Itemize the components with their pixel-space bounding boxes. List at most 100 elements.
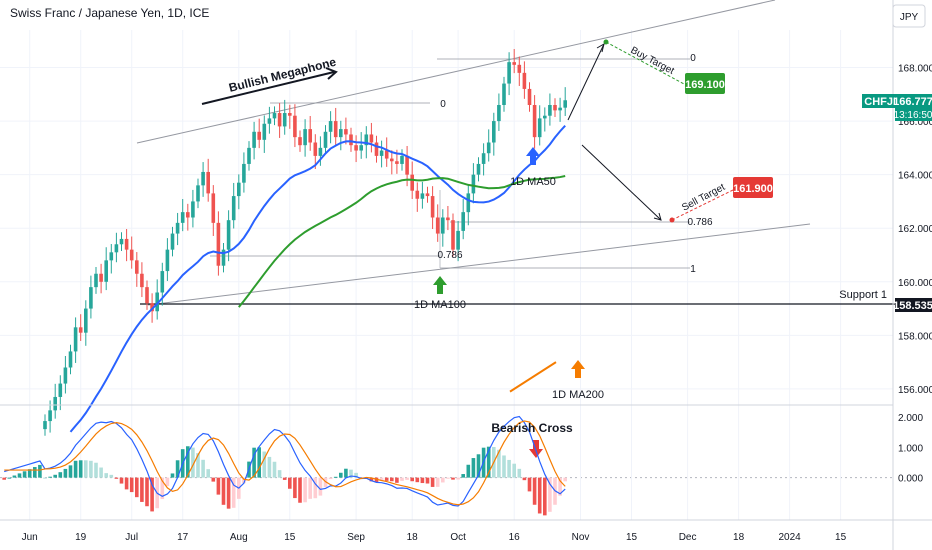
- candle: [548, 105, 552, 116]
- macd-histogram-bar: [308, 477, 312, 499]
- macd-histogram-bar: [517, 468, 522, 478]
- y-tick-label: 168.000: [898, 64, 932, 75]
- candle: [104, 260, 108, 282]
- macd-histogram-bar: [441, 477, 445, 483]
- y-tick-label: 158.000: [898, 331, 932, 342]
- candle: [180, 212, 185, 223]
- macd-tick-label: 0.000: [898, 474, 923, 485]
- candle: [221, 249, 226, 266]
- currency-badge-label: JPY: [900, 12, 919, 23]
- macd-histogram-bar: [99, 467, 103, 478]
- x-tick-label: Oct: [450, 532, 466, 543]
- ma200-label: 1D MA200: [552, 389, 604, 401]
- candle: [99, 273, 103, 282]
- macd-histogram-bar: [231, 477, 236, 508]
- macd-histogram-bar: [27, 469, 32, 478]
- macd-histogram-bar: [461, 474, 465, 478]
- candle: [512, 62, 516, 65]
- macd-histogram-bar: [318, 477, 323, 496]
- macd-histogram-bar: [303, 477, 307, 503]
- ma100-arrow: [433, 276, 447, 294]
- candle: [63, 367, 68, 384]
- macd-histogram-bar: [221, 477, 226, 505]
- macd-histogram-bar: [415, 477, 420, 483]
- candle: [119, 238, 124, 245]
- macd-histogram-bar: [109, 474, 114, 478]
- macd-histogram-bar: [507, 459, 511, 478]
- macd-histogram-bar: [563, 477, 567, 482]
- ma200-projection-line: [509, 361, 557, 393]
- y-tick-label: 166.000: [898, 117, 932, 128]
- candle: [48, 410, 52, 422]
- candle: [425, 193, 430, 197]
- x-tick-label: Aug: [230, 532, 248, 543]
- macd-histogram-bar: [277, 470, 282, 478]
- sell-target-box: [733, 177, 773, 198]
- candle: [231, 196, 236, 221]
- ma100-label: 1D MA100: [414, 299, 466, 311]
- sell-target-point: [669, 217, 675, 223]
- candle: [537, 118, 542, 138]
- macd-histogram-bar: [124, 477, 129, 490]
- candle: [400, 155, 404, 164]
- currency-badge[interactable]: [892, 4, 926, 28]
- candle: [543, 115, 547, 119]
- candle: [558, 107, 562, 111]
- ma50-arrow: [526, 147, 540, 165]
- candle: [211, 193, 216, 223]
- candle: [237, 182, 241, 197]
- candle: [196, 185, 200, 202]
- candle: [58, 383, 63, 397]
- candle: [109, 252, 114, 261]
- candle: [78, 327, 83, 333]
- macd-histogram-bar: [2, 477, 6, 480]
- candle: [451, 220, 455, 250]
- candle: [471, 174, 476, 194]
- candle: [456, 230, 460, 250]
- candle: [84, 308, 88, 333]
- support-label: Support 1: [839, 289, 887, 301]
- macd-histogram-bar: [486, 446, 491, 478]
- candle: [430, 196, 435, 218]
- macd-histogram-bar: [257, 447, 261, 478]
- x-tick-label: 15: [835, 532, 847, 543]
- y-tick-label: 164.000: [898, 171, 932, 182]
- y-tick-label: 156.000: [898, 385, 932, 396]
- candle: [308, 129, 312, 143]
- candle: [313, 142, 318, 156]
- macd-histogram-bar: [522, 477, 527, 481]
- overlay-lines: [136, 0, 932, 306]
- macd-histogram-bar: [369, 477, 374, 482]
- candle: [354, 145, 358, 151]
- candle: [247, 147, 251, 164]
- candle: [53, 396, 57, 411]
- bull-arrowhead: [596, 42, 605, 53]
- macd-histogram-bar: [532, 477, 537, 505]
- macd-histogram-bar: [22, 471, 27, 478]
- macd-histogram-bar: [242, 477, 246, 484]
- candle: [364, 134, 369, 146]
- macd-histogram-bar: [425, 477, 430, 484]
- candle: [89, 287, 93, 309]
- candle: [328, 121, 333, 132]
- megaphone-upper-line: [136, 0, 776, 144]
- x-tick-label: Sep: [347, 532, 365, 543]
- macd-histogram-bar: [216, 477, 221, 495]
- signal-line: [4, 420, 566, 506]
- macd-histogram-bar: [502, 455, 506, 478]
- candle: [282, 113, 287, 127]
- macd-histogram-bar: [170, 473, 175, 478]
- macd-histogram-bar: [43, 477, 47, 479]
- candle: [257, 131, 261, 140]
- macd-histogram-bar: [543, 477, 547, 516]
- macd-histogram-bar: [33, 467, 37, 478]
- candle: [522, 72, 527, 89]
- macd-histogram-bar: [7, 477, 12, 479]
- candle: [175, 222, 180, 234]
- macd-histogram-bar: [548, 477, 552, 512]
- candle: [318, 147, 323, 156]
- candle: [390, 158, 394, 162]
- macd-histogram-bar: [94, 462, 98, 478]
- macd-histogram-bar: [451, 477, 455, 480]
